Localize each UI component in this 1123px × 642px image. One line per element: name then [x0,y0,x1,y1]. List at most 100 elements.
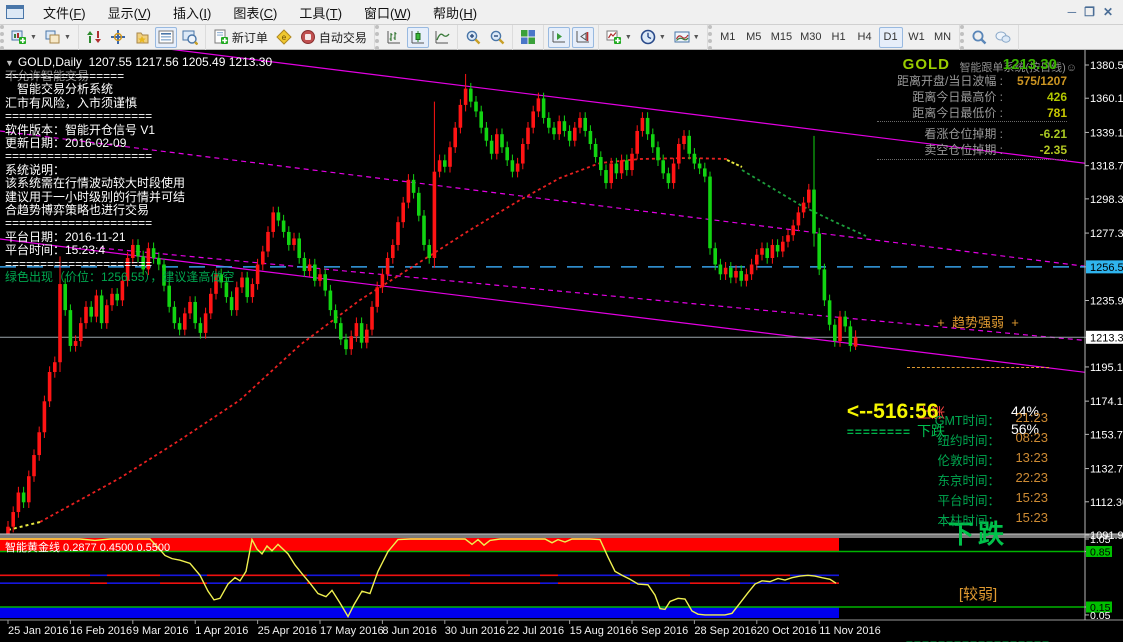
chevron-down-icon[interactable]: ▼ [30,33,37,41]
autoscroll-icon [551,29,567,45]
chart-region[interactable]: 1380.50 1360.10 1339.10 1318.70 1298.30 1277.… [0,50,1123,642]
market-watch-button[interactable] [83,27,105,48]
terminal-icon [158,29,174,45]
templates-button[interactable]: ▼ [671,27,703,48]
app-icon [6,5,24,19]
toolbar-group [458,24,513,50]
metaeditor-icon: e [276,29,292,45]
tf-w1[interactable]: W1 [905,27,929,48]
svg-text:1318.70: 1318.70 [1090,161,1123,173]
svg-text:6 Sep 2016: 6 Sep 2016 [632,625,688,637]
svg-text:9 Mar 2016: 9 Mar 2016 [133,625,189,637]
window-controls: ─ ❐ ✕ [1068,5,1123,19]
menu-v[interactable]: 显示(V) [107,5,151,21]
toolbar-group: 新订单 e 自动交易 [206,24,375,50]
tf-h1[interactable]: H1 [827,27,851,48]
svg-text:0.85: 0.85 [1090,547,1111,559]
svg-text:25 Apr 2016: 25 Apr 2016 [258,625,317,637]
navigator-button[interactable] [131,27,153,48]
chat-icon [995,29,1011,45]
zoom-in-button[interactable] [462,27,484,48]
terminal-button[interactable] [154,26,177,48]
svg-text:1091.90: 1091.90 [1090,530,1123,542]
svg-text:1195.10: 1195.10 [1090,362,1123,374]
chevron-down-icon[interactable]: ▼ [658,33,666,41]
svg-text:1153.70: 1153.70 [1090,429,1123,441]
tf-m5[interactable]: M5 [742,27,766,48]
new-chart-icon [11,29,27,45]
chevron-down-icon[interactable]: ▼ [692,33,700,41]
menu-t[interactable]: 工具(T) [299,5,343,21]
line-chart-button[interactable] [431,27,453,48]
bar-chart-button[interactable] [383,27,405,48]
chart-shift-button[interactable] [571,26,594,48]
toolbar: ▼ ▼ 新订单 e 自动交易 ▼ ▼ ▼ M1 M5 M15 M30 H1 H4 D1 W1 MN [0,24,1123,50]
tf-mn[interactable]: MN [931,27,955,48]
svg-text:1132.70: 1132.70 [1090,464,1123,476]
find-icon [971,29,987,45]
tf-d1-label: D1 [883,31,898,43]
tf-m5-label: M5 [746,31,762,43]
new-order-icon [213,29,229,45]
svg-text:17 May 2016: 17 May 2016 [320,625,384,637]
menu-f[interactable]: 文件(F) [43,5,86,21]
autotrading-icon [300,29,316,45]
zoom-out-icon [489,29,505,45]
toolbar-group [544,24,599,50]
chevron-down-icon[interactable]: ▼ [624,33,632,41]
menu-h[interactable]: 帮助(H) [433,5,478,21]
toolbar-group [79,24,206,50]
tf-m15-label: M15 [770,31,793,43]
auto-scroll-button[interactable] [547,26,570,48]
metaeditor-button[interactable]: e [273,27,295,48]
svg-text:30 Jun 2016: 30 Jun 2016 [445,625,506,637]
close-button[interactable]: ✕ [1102,5,1113,19]
menu-w[interactable]: 窗口(W) [364,5,411,21]
svg-text:28 Sep 2016: 28 Sep 2016 [694,625,756,637]
svg-text:1380.50: 1380.50 [1090,60,1123,72]
indicators-icon [606,29,622,45]
chat-button[interactable] [992,27,1014,48]
toolbar-group: ▼ ▼ [0,24,79,50]
candlestick-chart-button[interactable] [406,26,429,48]
shift-icon [575,29,591,45]
toolbar-group [959,24,1019,50]
chevron-down-icon[interactable]: ▼ [63,33,71,41]
tf-d1[interactable]: D1 [878,26,903,48]
periods-button[interactable]: ▼ [637,27,669,48]
strategy-tester-button[interactable] [179,27,201,48]
svg-text:1235.90: 1235.90 [1090,295,1123,307]
indicators-button[interactable]: ▼ [603,27,635,48]
tf-m30[interactable]: M30 [797,27,824,48]
svg-text:0.15: 0.15 [1090,602,1111,614]
navigator-icon [134,29,150,45]
svg-text:20 Oct 2016: 20 Oct 2016 [757,625,817,637]
svg-text:1174.10: 1174.10 [1090,396,1123,408]
profiles-button[interactable]: ▼ [42,27,74,48]
tile-windows-button[interactable] [517,27,539,48]
tf-mn-label: MN [933,31,952,43]
data-window-button[interactable] [107,27,129,48]
tile-icon [520,29,536,45]
restore-button[interactable]: ❐ [1084,5,1095,19]
search-button[interactable] [968,27,990,48]
new-order-button[interactable]: 新订单 [210,27,271,48]
minimize-button[interactable]: ─ [1067,5,1077,19]
toolbar-group [513,24,544,50]
tf-m15[interactable]: M15 [768,27,795,48]
candles-icon [410,29,426,45]
tf-w1-label: W1 [908,31,925,43]
zoom-out-button[interactable] [486,27,508,48]
autotrading-button[interactable]: 自动交易 [297,27,370,48]
bars-icon [386,29,402,45]
tf-h4-label: H4 [857,31,872,43]
new-chart-button[interactable]: ▼ [8,27,40,48]
svg-text:0.05: 0.05 [1090,610,1111,622]
menu-c[interactable]: 图表(C) [233,5,278,21]
svg-text:1298.30: 1298.30 [1090,194,1123,206]
tf-m1[interactable]: M1 [716,27,740,48]
menu-i[interactable]: 插入(I) [173,5,212,21]
tf-h4[interactable]: H4 [853,27,877,48]
chart-canvas[interactable]: 1380.50 1360.10 1339.10 1318.70 1298.30 1277.… [0,50,1123,642]
